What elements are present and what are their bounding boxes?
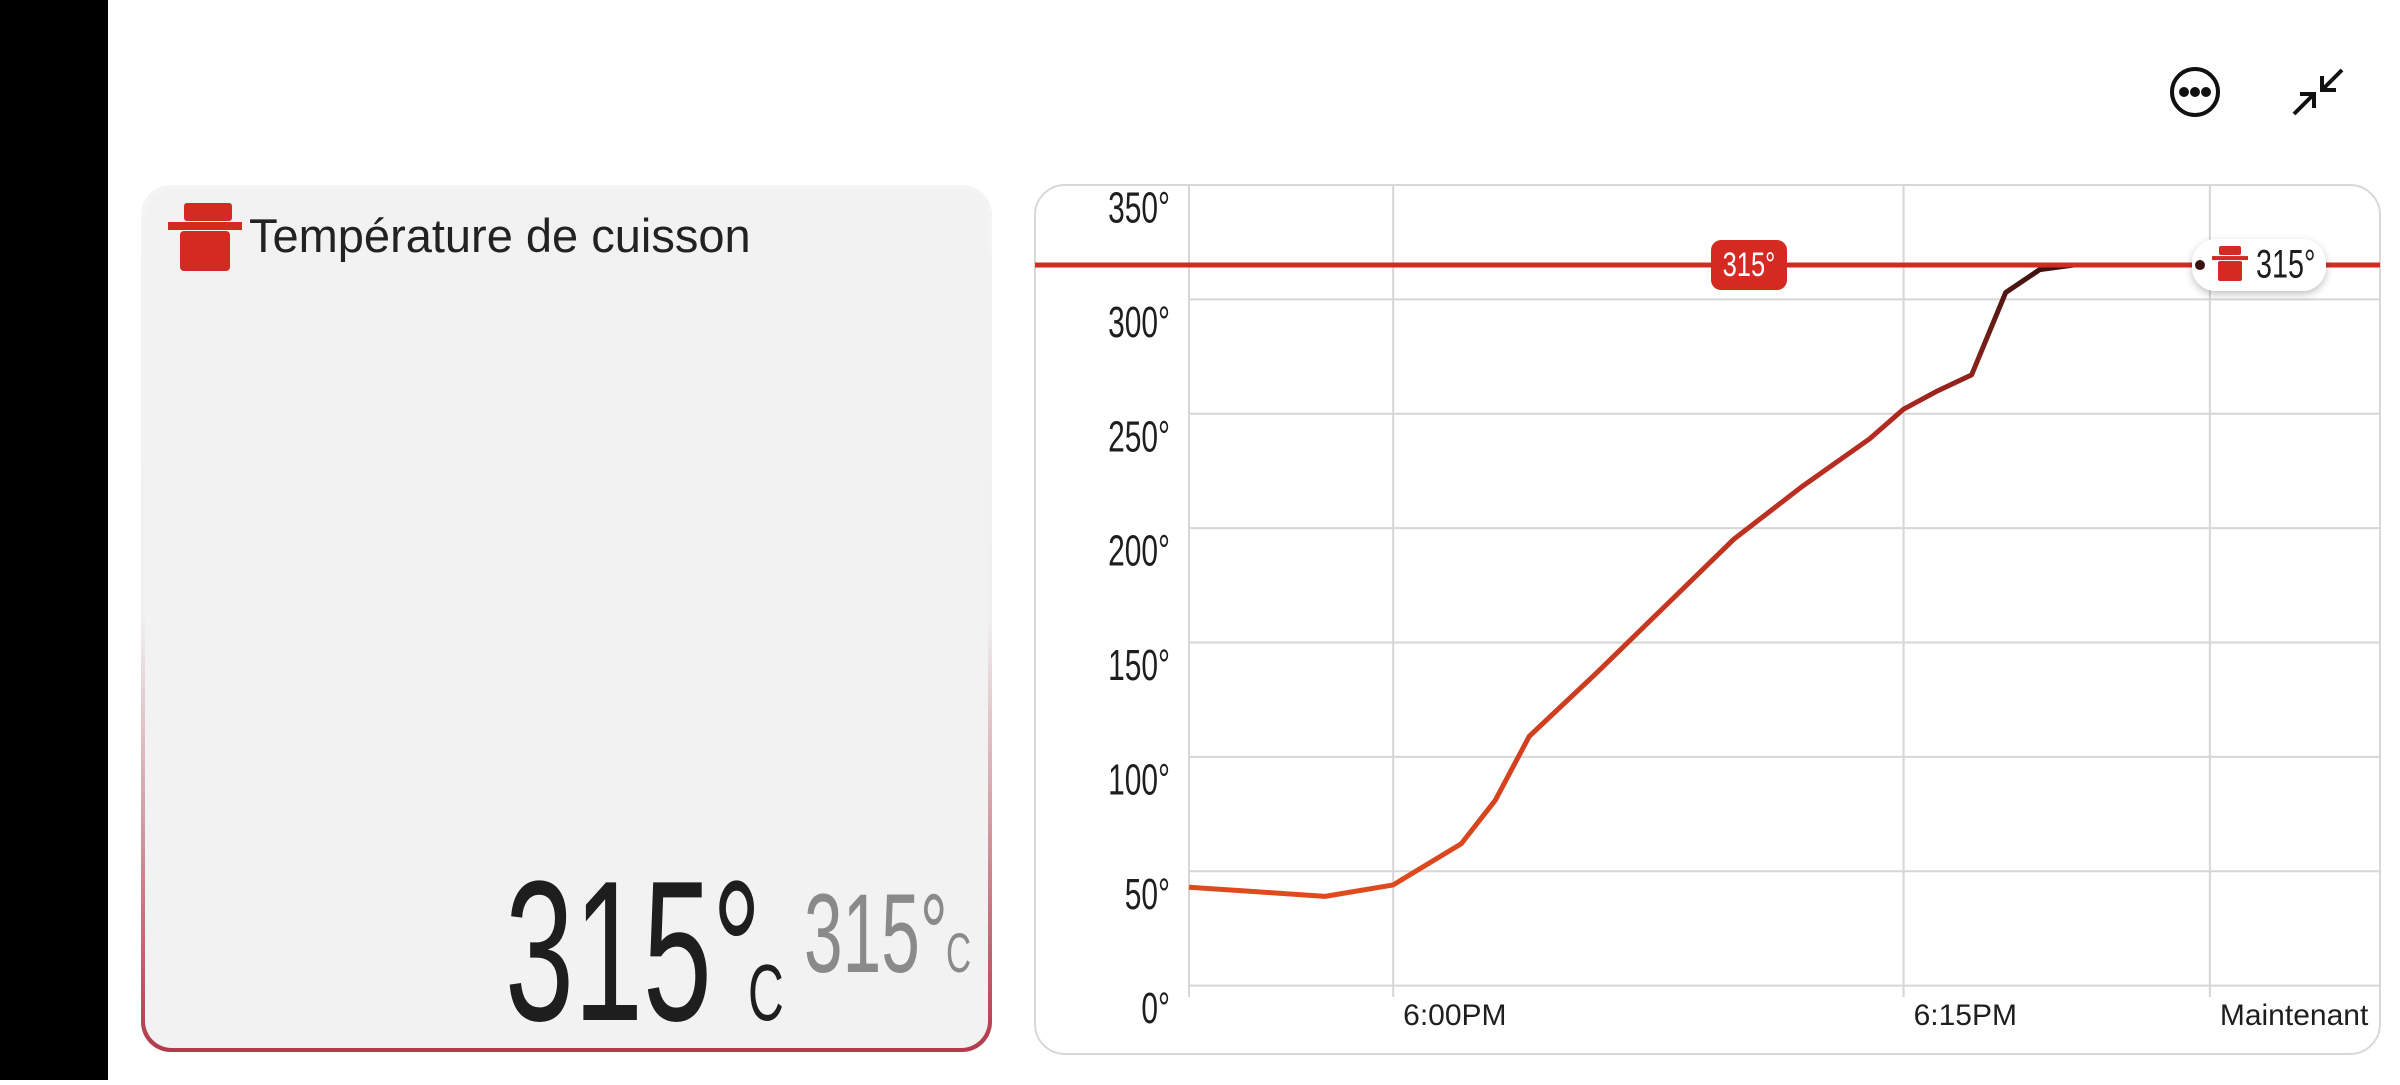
y-tick-label: 200° [1108,526,1170,575]
card [145,189,988,1048]
y-tick-label: 100° [1108,755,1170,804]
target-badge-label: 315° [1723,247,1776,284]
grill-icon-bar [2212,256,2248,261]
grill-icon-top [2219,246,2241,256]
current-temperature: 315° [505,840,761,1064]
target-unit: C [946,922,971,985]
collapse-button[interactable] [2292,68,2344,116]
current-unit: C [748,949,784,1038]
y-tick-label: 300° [1108,297,1170,346]
chart-panel [1034,184,2381,1055]
x-tick-label: Maintenant [2220,999,2369,1032]
chart [1188,185,2380,997]
current-value-label: 315° [2256,242,2316,287]
y-tick-label: 0° [1141,983,1170,1032]
x-tick-label: 6:00PM [1403,999,1506,1032]
x-tick-label: 6:15PM [1914,999,2017,1032]
grill-icon-body [2218,261,2242,282]
y-tick-label: 250° [1108,412,1170,461]
target-badge [1711,240,1787,291]
y-tick-label: 50° [1125,869,1170,918]
y-tick-label: 150° [1108,640,1170,689]
target-temperature: 315° [804,871,948,996]
y-tick-label: 350° [1108,183,1170,232]
chart-overlay: 0° 50° 100° 150° 200° 250° 300° 350° 6:00PM 6:15P… [1035,183,2380,1033]
grill-icon [168,203,242,271]
temperature-line [1188,262,2210,899]
side-bar [0,0,108,1080]
card-title: Température de cuisson [249,209,751,262]
current-dot [2195,260,2205,271]
more-button[interactable] [2170,67,2220,117]
